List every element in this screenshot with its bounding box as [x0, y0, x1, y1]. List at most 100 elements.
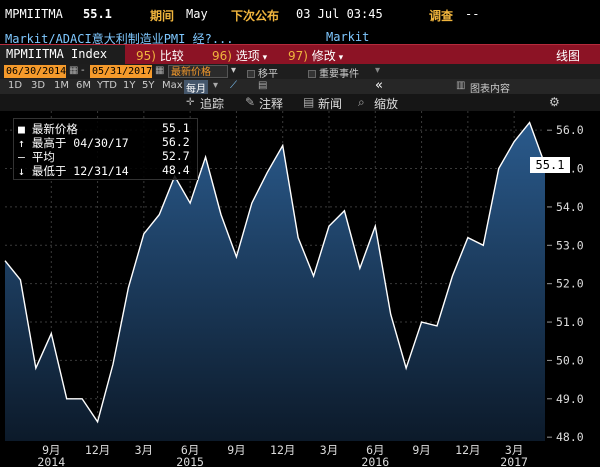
- edit-button[interactable]: 97) 修改 ▾: [288, 47, 343, 64]
- period-3d[interactable]: 3D: [31, 80, 46, 91]
- dropdown-icon[interactable]: ▾: [375, 65, 381, 76]
- square-icon: ■: [18, 122, 25, 136]
- last-value-tag: 55.1: [530, 156, 570, 173]
- x-tick-label: 6月: [181, 443, 199, 457]
- compare-num: 95): [136, 49, 156, 63]
- zoom-button[interactable]: 缩放: [374, 97, 399, 111]
- period-1y[interactable]: 1Y: [123, 80, 136, 91]
- collapse-left-icon[interactable]: «: [375, 78, 383, 93]
- news-icon: ▤: [303, 95, 315, 109]
- chart-content-icon: ▥: [456, 80, 466, 91]
- calendar-icon[interactable]: ▦: [155, 65, 165, 76]
- period-5y[interactable]: 5Y: [142, 80, 155, 91]
- news-button[interactable]: 新闻: [318, 97, 343, 111]
- track-button[interactable]: 追踪: [200, 97, 225, 111]
- x-tick-label: 3月: [135, 443, 153, 457]
- events-label: 重要事件: [319, 69, 359, 80]
- y-tick-label: 48.0: [556, 430, 584, 444]
- period-1d[interactable]: 1D: [8, 80, 23, 91]
- description-bar: Markit/ADACI意大利制造业PMI 经?... Markit: [0, 30, 600, 46]
- chart-legend[interactable]: ■ 最新价格 55.1 ↑ 最高于 04/30/17 56.2 – 平均 52.…: [13, 118, 198, 180]
- chevron-down-icon[interactable]: ▾: [213, 80, 219, 91]
- checkbox-icon: [247, 70, 255, 78]
- date-range-bar: 06/30/2014 ▦ - 05/31/2017 ▦ 最新价格 ▾ 移平 重要…: [0, 64, 600, 80]
- x-tick-label: 9月: [42, 443, 60, 457]
- x-year-label: 2017: [500, 455, 528, 467]
- y-tick-label: 54.0: [556, 200, 584, 214]
- x-year-label: 2015: [176, 455, 204, 467]
- legend-low-value: 48.4: [162, 163, 190, 177]
- x-tick-label: 12月: [455, 443, 480, 457]
- calendar-icon[interactable]: ▦: [69, 65, 79, 76]
- y-tick-label: 49.0: [556, 392, 584, 406]
- compare-button[interactable]: 95) 比较: [136, 47, 184, 64]
- x-tick-label: 3月: [505, 443, 523, 457]
- y-tick-label: 52.0: [556, 277, 584, 291]
- arrow-down-icon: ↓: [18, 164, 25, 178]
- legend-low-label: 最低于 12/31/14: [31, 164, 129, 178]
- moving-average-toggle[interactable]: 移平: [247, 65, 278, 80]
- pencil-icon: ✎: [245, 95, 256, 109]
- end-date-field[interactable]: 05/31/2017: [90, 65, 153, 78]
- edit-num: 97): [288, 49, 308, 63]
- period-value: May: [186, 7, 208, 21]
- source-label: Markit: [326, 30, 370, 44]
- edit-label: 修改: [311, 49, 336, 63]
- start-date-field[interactable]: 06/30/2014: [4, 65, 67, 78]
- chevron-down-icon[interactable]: ▾: [231, 65, 237, 76]
- crosshair-icon: ✛: [186, 97, 195, 108]
- period-6m[interactable]: 6M: [76, 80, 91, 91]
- line-chart-icon[interactable]: ⟋: [230, 80, 237, 91]
- legend-high-value: 56.2: [162, 135, 190, 149]
- chart-type-label[interactable]: 线图: [556, 49, 581, 63]
- next-release-label: 下次公布: [231, 9, 280, 23]
- red-toolbar: MPMIITMA Index 95) 比较 96) 选项 ▾ 97) 修改 ▾ …: [0, 44, 600, 65]
- x-tick-label: 12月: [270, 443, 295, 457]
- period-label: 期间: [150, 9, 175, 23]
- x-tick-label: 9月: [227, 443, 245, 457]
- y-tick-label: 51.0: [556, 315, 584, 329]
- period-1m[interactable]: 1M: [54, 80, 69, 91]
- legend-last-value: 55.1: [162, 121, 190, 135]
- frequency-select[interactable]: 每月: [184, 80, 208, 95]
- survey-label: 调查: [429, 9, 454, 23]
- table-icon[interactable]: ▤: [258, 80, 268, 91]
- legend-row-last: ■ 最新价格: [18, 121, 78, 137]
- chart-content-label[interactable]: 图表内容: [470, 84, 510, 95]
- period-bar: 1D 3D 1M 6M YTD 1Y 5Y Max 每月 ▾ ⟋ ▤ « ▥ 图…: [0, 78, 600, 95]
- legend-last-label: 最新价格: [31, 122, 78, 136]
- period-ytd[interactable]: YTD: [97, 80, 117, 91]
- options-button[interactable]: 96) 选项 ▾: [212, 47, 267, 64]
- legend-avg-label: 平均: [31, 150, 55, 164]
- legend-avg-value: 52.7: [162, 149, 190, 163]
- chevron-down-icon: ▾: [259, 53, 268, 63]
- series-select[interactable]: 最新价格: [168, 65, 228, 78]
- last-value: 55.1: [83, 7, 112, 21]
- gear-icon[interactable]: ⚙: [549, 95, 560, 109]
- next-release-value: 03 Jul 03:45: [296, 7, 383, 21]
- ticker-symbol[interactable]: MPMIITMA: [5, 7, 63, 21]
- legend-high-label: 最高于 04/30/17: [31, 136, 129, 150]
- legend-row-high: ↑ 最高于 04/30/17: [18, 135, 129, 151]
- x-year-label: 2016: [361, 455, 389, 467]
- x-tick-label: 6月: [366, 443, 384, 457]
- y-tick-label: 50.0: [556, 353, 584, 367]
- annotate-button[interactable]: 注释: [259, 97, 284, 111]
- survey-value: --: [465, 7, 480, 21]
- checkbox-icon: [308, 70, 316, 78]
- options-label: 选项: [235, 49, 260, 63]
- options-num: 96): [212, 49, 232, 63]
- ticker-header: MPMIITMA 55.1 期间 May 下次公布 03 Jul 03:45 调…: [0, 0, 600, 30]
- period-max[interactable]: Max: [162, 80, 183, 91]
- data-area: [5, 122, 545, 441]
- range-separator: -: [81, 65, 85, 76]
- legend-row-low: ↓ 最低于 12/31/14: [18, 163, 129, 179]
- index-field[interactable]: MPMIITMA Index: [0, 45, 125, 65]
- data-line: [4, 121, 546, 424]
- moving-average-label: 移平: [258, 69, 278, 80]
- x-tick-label: 3月: [320, 443, 338, 457]
- events-toggle[interactable]: 重要事件: [308, 65, 359, 80]
- legend-row-avg: – 平均: [18, 149, 55, 165]
- dash-icon: –: [18, 150, 25, 164]
- magnify-icon: ⌕: [358, 95, 365, 109]
